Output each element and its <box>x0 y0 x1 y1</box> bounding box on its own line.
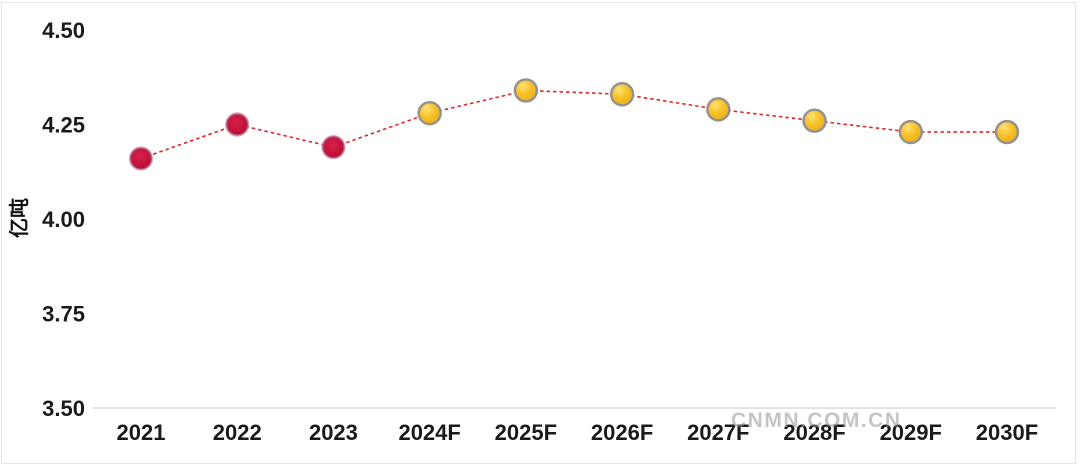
x-tick-label: 2024F <box>398 420 460 445</box>
axis-layer: 4.50 4.25 4.00 3.75 3.50 2021 2022 2023 2024F 202… <box>42 18 1055 445</box>
x-tick-label: 2022 <box>213 420 262 445</box>
y-axis-title: 亿吨 <box>7 198 31 238</box>
x-tick-label: 2027F <box>687 420 749 445</box>
data-point-forecast <box>513 78 539 103</box>
data-point-actual <box>225 112 250 137</box>
series-layer <box>128 78 1020 171</box>
trend-line <box>140 89 1007 160</box>
x-tick-label: 2026F <box>591 420 653 445</box>
x-tick-label: 2029F <box>880 420 942 445</box>
data-point-forecast <box>802 108 827 133</box>
data-point-forecast <box>417 100 442 126</box>
data-point-actual <box>128 146 154 171</box>
y-tick-label: 4.50 <box>42 18 85 43</box>
y-tick-label: 3.75 <box>42 302 85 327</box>
x-tick-label: 2023 <box>309 420 358 445</box>
data-point-forecast <box>706 97 731 122</box>
y-tick-label: 4.00 <box>42 207 85 232</box>
x-tick-label: 2028F <box>783 420 845 445</box>
data-point-actual <box>321 134 346 160</box>
x-tick-label: 2025F <box>495 420 557 445</box>
x-tick-label: 2021 <box>117 420 166 445</box>
y-tick-label: 3.50 <box>42 396 85 421</box>
data-point-forecast <box>898 119 923 145</box>
data-point-forecast <box>994 119 1020 145</box>
data-point-forecast <box>609 82 635 107</box>
x-tick-label: 2030F <box>976 420 1038 445</box>
y-tick-label: 4.25 <box>42 113 85 138</box>
